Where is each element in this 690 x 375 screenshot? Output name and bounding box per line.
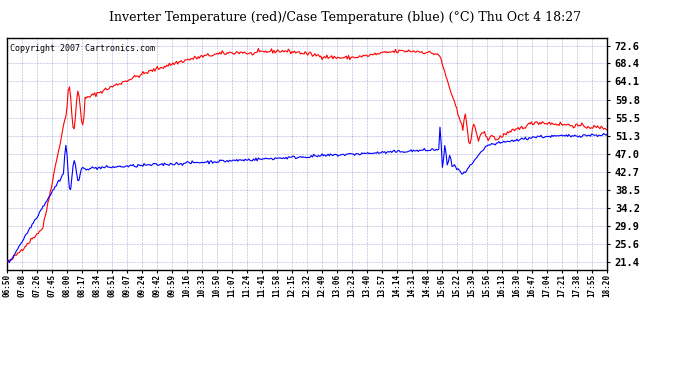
Text: Inverter Temperature (red)/Case Temperature (blue) (°C) Thu Oct 4 18:27: Inverter Temperature (red)/Case Temperat… (109, 11, 581, 24)
Text: Copyright 2007 Cartronics.com: Copyright 2007 Cartronics.com (10, 45, 155, 54)
